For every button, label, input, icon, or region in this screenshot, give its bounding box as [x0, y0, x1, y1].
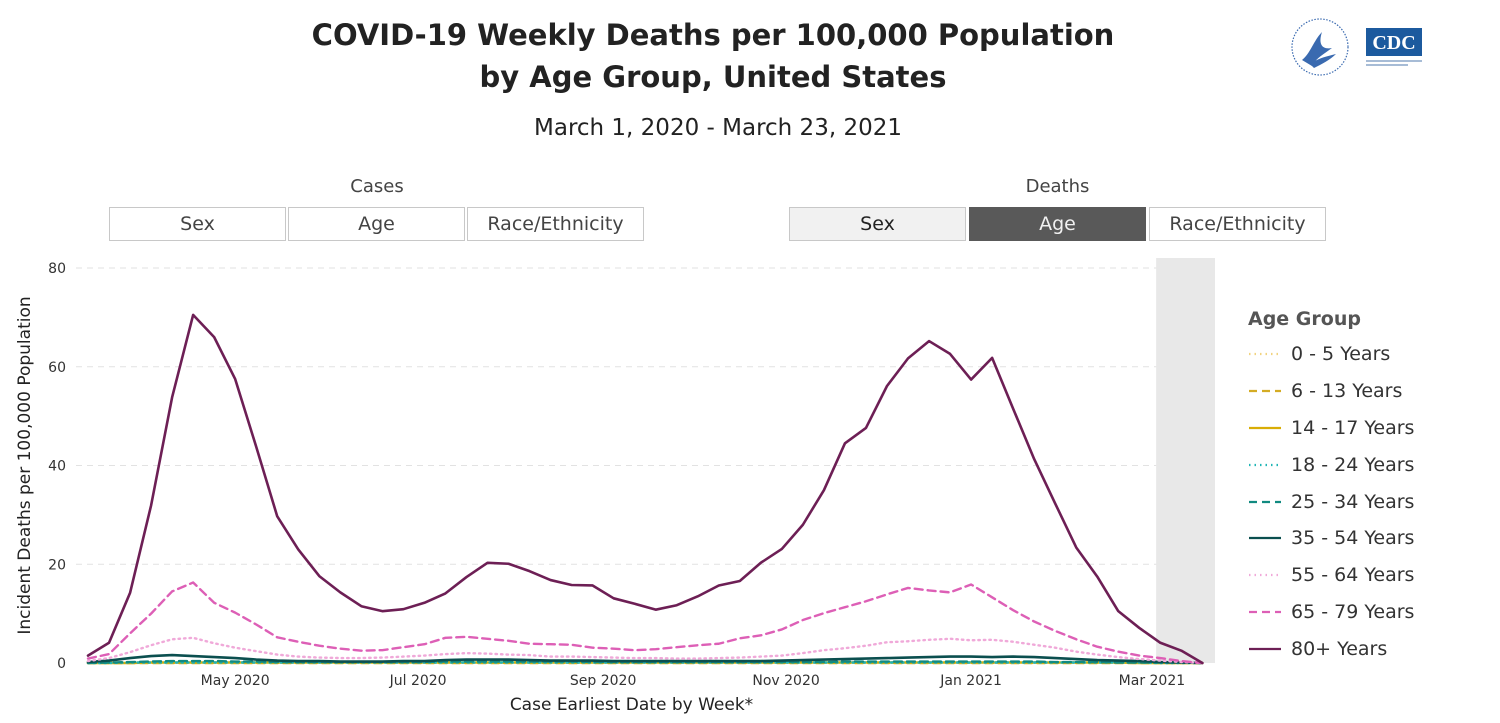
legend-item-label: 0 - 5 Years [1291, 343, 1391, 366]
x-tick-label: May 2020 [201, 673, 270, 689]
axes: 0 20 40 60 80 May 2020 Jul 2020 Sep 2020 Nov 202… [48, 261, 1185, 689]
legend-item-label: 25 - 34 Years [1291, 490, 1415, 513]
legend-swatch-icon [1249, 574, 1281, 577]
svg-text:CDC: CDC [1372, 32, 1415, 54]
legend-item-label: 6 - 13 Years [1291, 380, 1403, 403]
legend-swatch-icon [1249, 463, 1281, 466]
legend-item[interactable]: 65 - 79 Years [1248, 594, 1414, 631]
line-chart: 0 20 40 60 80 May 2020 Jul 2020 Sep 2020 Nov 202… [15, 258, 1215, 715]
cases-age-button[interactable]: Age [288, 207, 465, 241]
x-tick-label: Jul 2020 [389, 673, 447, 689]
legend-item-label: 35 - 54 Years [1291, 527, 1415, 550]
legend-swatch-icon [1249, 426, 1281, 430]
legend-title: Age Group [1248, 308, 1361, 330]
series-line-80-years[interactable] [86, 313, 1204, 665]
y-axis-label: Incident Deaths per 100,000 Population [15, 296, 35, 634]
legend-item[interactable]: 14 - 17 Years [1248, 410, 1414, 447]
incomplete-data-shading [1156, 258, 1215, 663]
legend-swatch-icon [1249, 610, 1281, 614]
chart-title-line-1: COVID-19 Weekly Deaths per 100,000 Popul… [311, 18, 1115, 52]
legend-swatch-icon [1249, 353, 1281, 356]
legend-swatch-icon [1249, 390, 1281, 393]
deaths-race-ethnicity-button[interactable]: Race/Ethnicity [1149, 207, 1326, 241]
hhs-logo-icon [1291, 18, 1349, 76]
legend-item-label: 80+ Years [1291, 637, 1388, 660]
legend-item[interactable]: 18 - 24 Years [1248, 446, 1414, 483]
legend-item-label: 14 - 17 Years [1291, 416, 1415, 439]
legend-item-label: 18 - 24 Years [1291, 453, 1415, 476]
y-tick-label: 0 [57, 656, 66, 672]
legend-item-label: 65 - 79 Years [1291, 600, 1415, 623]
series-line-65-79-years[interactable] [86, 581, 1204, 665]
legend-swatch-icon [1249, 537, 1281, 540]
series-lines [86, 313, 1204, 665]
cases-group-label: Cases [350, 176, 404, 197]
x-tick-label: Sep 2020 [570, 673, 636, 689]
grid-lines [76, 267, 1215, 565]
legend-item[interactable]: 80+ Years [1248, 630, 1414, 667]
legend-item[interactable]: 35 - 54 Years [1248, 520, 1414, 557]
cdc-logo-icon: CDC [1366, 28, 1422, 66]
series-line-25-34-years[interactable] [86, 659, 1204, 665]
legend-item-label: 55 - 64 Years [1291, 564, 1415, 587]
x-tick-label: Jan 2021 [939, 673, 1002, 689]
cases-sex-button[interactable]: Sex [109, 207, 286, 241]
legend: Age Group 0 - 5 Years 6 - 13 Years 14 - 17… [1248, 308, 1414, 667]
x-tick-label: Mar 2021 [1119, 673, 1186, 689]
chart-title-line-2: by Age Group, United States [479, 60, 947, 94]
y-tick-label: 60 [48, 360, 66, 376]
legend-swatch-icon [1249, 500, 1281, 503]
agency-logos: CDC [1288, 14, 1428, 78]
deaths-sex-button[interactable]: Sex [789, 207, 966, 241]
chart-subtitle: March 1, 2020 - March 23, 2021 [534, 115, 902, 141]
legend-item[interactable]: 6 - 13 Years [1248, 373, 1414, 410]
legend-item[interactable]: 25 - 34 Years [1248, 483, 1414, 520]
x-tick-label: Nov 2020 [752, 673, 819, 689]
legend-swatch-icon [1249, 647, 1281, 650]
legend-item[interactable]: 0 - 5 Years [1248, 336, 1414, 373]
legend-item[interactable]: 55 - 64 Years [1248, 557, 1414, 594]
x-axis-label: Case Earliest Date by Week* [510, 695, 753, 715]
y-tick-label: 80 [48, 261, 66, 277]
y-tick-label: 20 [48, 557, 66, 573]
y-tick-label: 40 [48, 459, 66, 475]
deaths-age-button[interactable]: Age [969, 207, 1146, 241]
cases-race-ethnicity-button[interactable]: Race/Ethnicity [467, 207, 644, 241]
series-line-35-54-years[interactable] [86, 653, 1204, 665]
series-line-55-64-years[interactable] [86, 636, 1204, 665]
deaths-group-label: Deaths [1025, 176, 1090, 197]
